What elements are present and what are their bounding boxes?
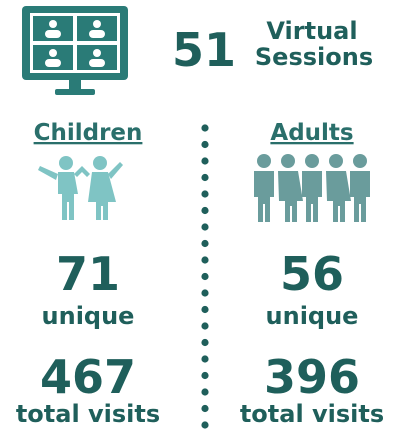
- divider-dot: [201, 173, 209, 182]
- session-count: 51: [172, 23, 236, 77]
- tile-people: [45, 20, 105, 67]
- total-label: total visits: [16, 400, 160, 428]
- monitor-neck: [69, 80, 81, 90]
- divider-dot: [201, 190, 209, 198]
- adults-icon: [254, 154, 370, 222]
- divider-dot: [201, 305, 209, 314]
- unique-count: 56: [280, 247, 344, 301]
- group-name: Adults: [270, 120, 353, 146]
- divider-dot: [201, 289, 209, 297]
- divider-dot: [201, 223, 209, 231]
- divider-dot: [201, 322, 209, 330]
- children-icon: [38, 156, 123, 220]
- divider-dot: [201, 355, 209, 363]
- divider-dot: [201, 206, 209, 215]
- total-count: 396: [264, 350, 360, 404]
- session-label: Virtual: [266, 17, 357, 45]
- divider-dot: [201, 124, 209, 132]
- total-count: 467: [40, 350, 136, 404]
- group-name: Children: [34, 120, 143, 146]
- total-label: total visits: [240, 400, 384, 428]
- monitor-icon: [22, 6, 128, 95]
- divider: [201, 124, 209, 429]
- divider-dot: [201, 256, 209, 264]
- divider-dot: [201, 388, 209, 396]
- divider-dot: [201, 371, 209, 380]
- divider-dot: [201, 404, 209, 413]
- divider-dot: [201, 157, 209, 165]
- unique-label: unique: [42, 302, 135, 330]
- divider-dot: [201, 239, 209, 248]
- divider-dot: [201, 338, 209, 347]
- divider-dot: [201, 421, 209, 429]
- divider-dot: [201, 272, 209, 281]
- monitor-base: [55, 89, 95, 95]
- session-label: Sessions: [255, 43, 373, 71]
- unique-count: 71: [56, 247, 120, 301]
- unique-label: unique: [266, 302, 359, 330]
- divider-dot: [201, 140, 209, 149]
